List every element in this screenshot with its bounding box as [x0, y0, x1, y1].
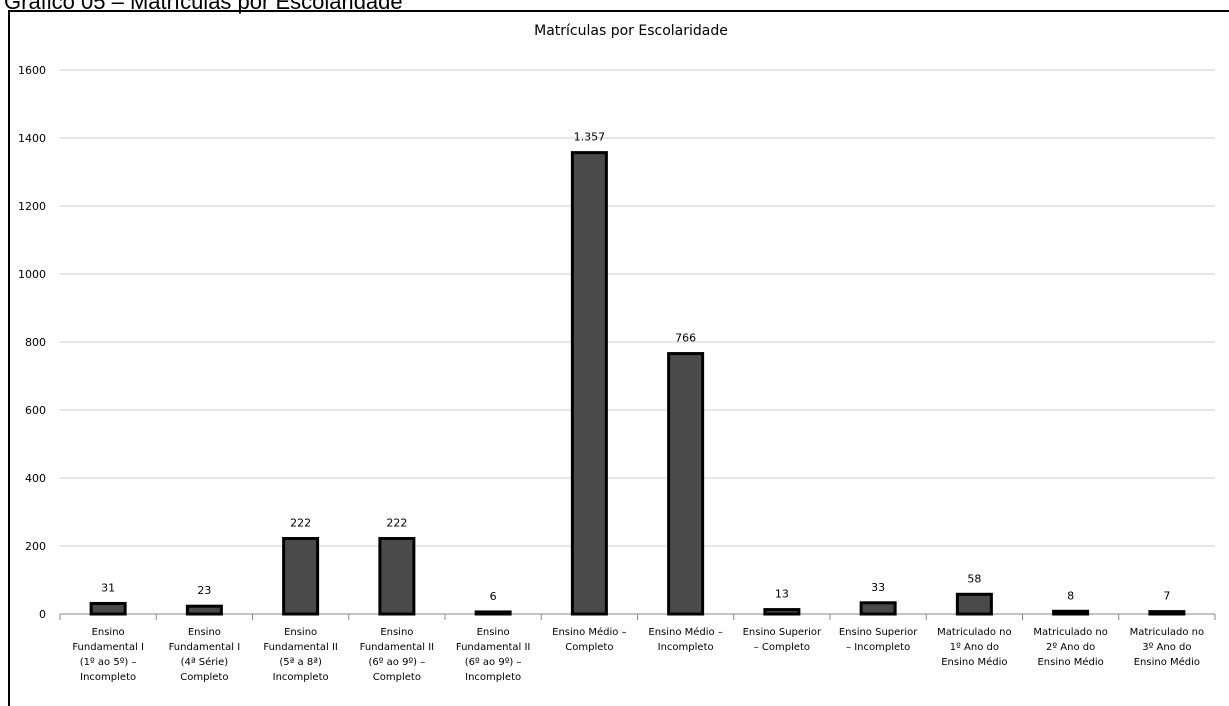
bar: [378, 537, 416, 616]
x-tick-label-line: Ensino: [188, 627, 221, 638]
bar: [955, 592, 993, 616]
x-tick-label: Ensino Fundamental I (4ª Série) Completo: [169, 627, 241, 683]
x-tick-label-line: Ensino Médio: [1134, 656, 1200, 668]
data-label: 33: [871, 581, 885, 594]
x-tick-label-line: Matriculado no: [1130, 627, 1204, 638]
x-tick-label-line: Ensino: [92, 627, 125, 638]
data-label: 6: [490, 590, 497, 603]
x-tick-label-line: 2º Ano do: [1046, 642, 1095, 653]
bar: [282, 537, 320, 616]
x-tick-label-line: Incompleto: [80, 672, 136, 683]
x-tick-label-line: Matriculado no: [1033, 627, 1107, 638]
x-tick-label-line: Ensino Médio –: [648, 626, 722, 638]
x-tick-label-line: Ensino: [477, 627, 510, 638]
x-tick-label: Ensino Superior – Incompleto: [839, 627, 918, 653]
x-tick-label-line: Incompleto: [273, 672, 329, 683]
x-tick-label-line: 3º Ano do: [1142, 642, 1191, 653]
data-label: 23: [197, 584, 211, 597]
x-tick-label-line: Ensino: [380, 627, 413, 638]
chart-title: Matrículas por Escolaridade: [534, 23, 728, 39]
bar: [474, 610, 512, 616]
data-label: 766: [675, 332, 696, 345]
x-tick-label-line: Fundamental I: [169, 642, 241, 653]
data-label: 8: [1067, 589, 1074, 602]
y-tick-label: 1600: [18, 64, 46, 77]
bar: [1148, 610, 1186, 616]
x-tick-label-line: Completo: [373, 672, 421, 683]
x-tick-label: Ensino Superior – Completo: [743, 627, 822, 653]
y-tick-label: 400: [25, 472, 46, 485]
bar: [570, 151, 608, 616]
y-tick-label: 1400: [18, 132, 46, 145]
chart-frame: [8, 10, 1229, 706]
x-tick-label: Matriculado no 1º Ano do Ensino Médio: [937, 627, 1011, 668]
bar: [763, 608, 801, 616]
x-tick-label: Ensino Fundamental II (6º ao 9º) – Incomple…: [456, 627, 531, 683]
x-tick-label-line: (4ª Série): [181, 656, 229, 668]
x-tick-label-line: Fundamental II: [263, 642, 338, 653]
data-label: 31: [101, 581, 115, 594]
x-tick-label-line: Ensino Superior: [839, 627, 918, 638]
y-tick-label: 1000: [18, 268, 46, 281]
x-tick-label-line: Matriculado no: [937, 627, 1011, 638]
x-tick-label-line: Completo: [180, 672, 228, 683]
x-tick-label-line: Fundamental I: [72, 642, 144, 653]
x-tick-label-line: Fundamental II: [456, 642, 531, 653]
x-tick-label: Ensino Fundamental II (6º ao 9º) – Completo: [360, 627, 435, 683]
y-tick-label: 1200: [18, 200, 46, 213]
y-tick-label: 800: [25, 336, 46, 349]
y-tick-label: 0: [39, 608, 46, 621]
x-tick-label-line: Ensino Médio: [1037, 656, 1103, 668]
data-label: 222: [290, 517, 311, 530]
x-tick-label-line: (5ª a 8ª): [279, 657, 322, 668]
data-label: 58: [967, 572, 981, 585]
x-tick-label-line: Ensino Superior: [743, 627, 822, 638]
bar: [859, 601, 897, 616]
x-tick-label-line: 1º Ano do: [950, 642, 999, 653]
x-tick-label: Ensino Médio – Incompleto: [648, 626, 722, 653]
x-tick-label: Ensino Fundamental I (1º ao 5º) – Incomplet…: [72, 627, 144, 683]
data-label: 222: [386, 517, 407, 530]
bar: [89, 601, 127, 616]
x-tick-label-line: Incompleto: [658, 642, 714, 653]
y-tick-label: 200: [25, 540, 46, 553]
bar: [1052, 609, 1090, 616]
x-tick-label-line: Incompleto: [465, 672, 521, 683]
x-tick-label: Matriculado no 3º Ano do Ensino Médio: [1130, 627, 1204, 668]
x-tick-label-line: (6º ao 9º) –: [369, 657, 426, 668]
x-tick-label: Matriculado no 2º Ano do Ensino Médio: [1033, 627, 1107, 668]
x-tick-label-line: Completo: [565, 642, 613, 653]
y-tick-label: 600: [25, 404, 46, 417]
data-label: 1.357: [574, 131, 606, 144]
data-label: 13: [775, 588, 789, 601]
bar: [185, 604, 223, 616]
data-label: 7: [1163, 590, 1170, 603]
x-tick-label: Ensino Fundamental II (5ª a 8ª) Incompleto: [263, 627, 338, 683]
x-tick-label: Ensino Médio – Completo: [552, 626, 626, 653]
x-tick-label-line: Ensino Médio: [941, 656, 1007, 668]
x-tick-label-line: (1º ao 5º) –: [80, 657, 137, 668]
x-tick-label-line: Ensino Médio –: [552, 626, 626, 638]
x-tick-label-line: – Completo: [754, 642, 810, 653]
x-tick-label-line: Ensino: [284, 627, 317, 638]
bar: [667, 352, 705, 616]
x-tick-label-line: Fundamental II: [360, 642, 435, 653]
x-tick-label-line: – Incompleto: [846, 642, 910, 653]
x-tick-label-line: (6º ao 9º) –: [465, 657, 522, 668]
